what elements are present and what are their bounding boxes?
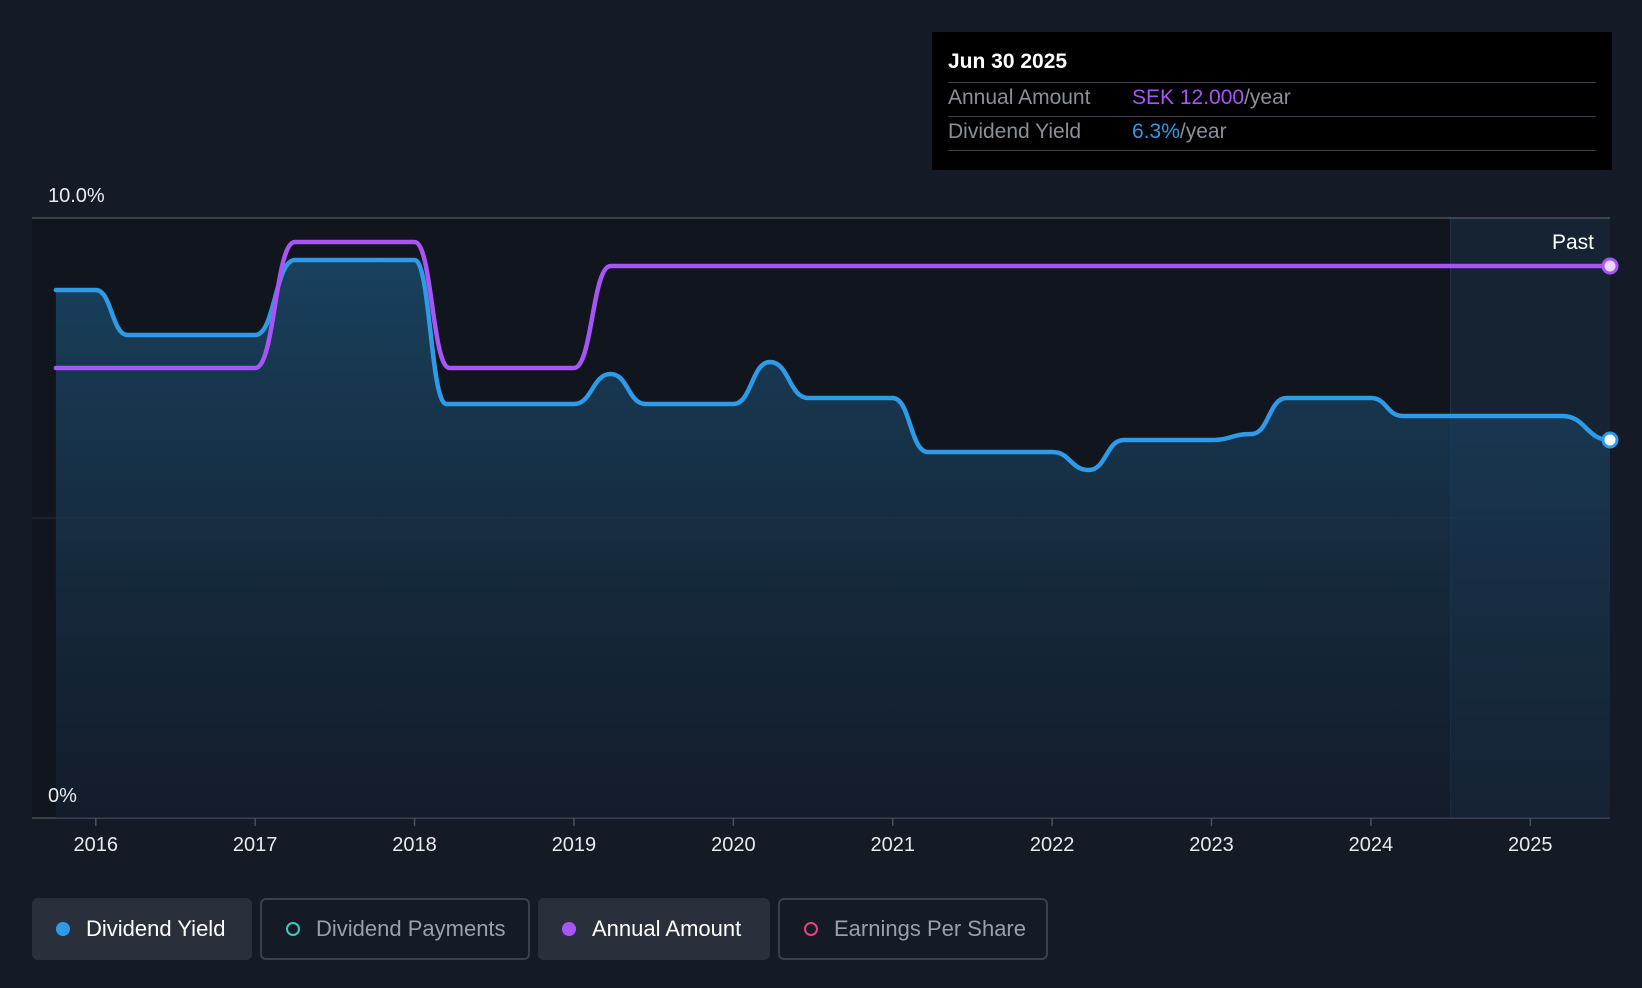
x-tick-label: 2017 xyxy=(233,834,278,856)
tooltip-annual-unit: /year xyxy=(1244,86,1291,109)
tooltip-yield-value: 6.3%/year xyxy=(1132,120,1227,144)
legend-annual-amount[interactable]: Annual Amount xyxy=(538,898,770,960)
tooltip-yield-amount: 6.3% xyxy=(1132,120,1180,143)
series-end-marker-1 xyxy=(1601,257,1619,275)
legend-label: Earnings Per Share xyxy=(834,916,1026,941)
legend-dot-icon xyxy=(286,922,300,936)
series-line-1 xyxy=(53,239,1613,371)
tooltip-yield-label: Dividend Yield xyxy=(948,120,1082,143)
legend-label: Annual Amount xyxy=(592,916,742,941)
tooltip-yield-unit: /year xyxy=(1179,120,1227,143)
y-tick-label-min: 0% xyxy=(48,785,77,807)
legend-label: Dividend Yield xyxy=(86,916,226,941)
tooltip-annual-label: Annual Amount xyxy=(948,86,1091,109)
tooltip-divider xyxy=(948,150,1596,151)
legend-earnings-per-share[interactable]: Earnings Per Share xyxy=(778,898,1048,960)
x-tick-label: 2019 xyxy=(552,834,597,856)
x-tick-label: 2018 xyxy=(392,834,437,856)
x-tick-label: 2021 xyxy=(870,834,915,856)
x-tick-label: 2022 xyxy=(1030,834,1075,856)
x-tick-label: 2016 xyxy=(74,834,119,856)
x-tick-label: 2025 xyxy=(1508,834,1553,856)
tooltip-divider xyxy=(948,116,1596,117)
tooltip-annual-value: SEK 12.000/year xyxy=(1132,86,1291,110)
x-tick-label: 2020 xyxy=(711,834,756,856)
legend-dot-icon xyxy=(562,922,576,936)
legend-dividend-payments[interactable]: Dividend Payments xyxy=(260,898,530,960)
past-label: Past xyxy=(1552,231,1594,254)
series-end-marker-0 xyxy=(1601,431,1619,449)
x-tick-label: 2023 xyxy=(1189,834,1234,856)
tooltip: Jun 30 2025 Annual Amount SEK 12.000/yea… xyxy=(932,32,1612,170)
y-tick-label-max: 10.0% xyxy=(48,185,105,207)
legend-dot-icon xyxy=(56,922,70,936)
series-area-0 xyxy=(55,260,1611,818)
tooltip-annual-amount: SEK 12.000 xyxy=(1132,86,1245,109)
legend-dividend-yield[interactable]: Dividend Yield xyxy=(32,898,252,960)
tooltip-divider xyxy=(948,82,1596,83)
legend-dot-icon xyxy=(804,922,818,936)
x-tick-label: 2024 xyxy=(1349,834,1394,856)
series-line-0 xyxy=(53,257,1613,473)
legend-label: Dividend Payments xyxy=(316,916,506,941)
tooltip-date: Jun 30 2025 xyxy=(948,50,1068,73)
